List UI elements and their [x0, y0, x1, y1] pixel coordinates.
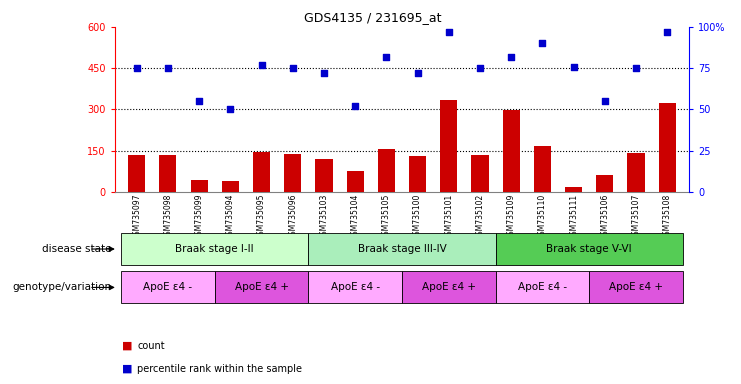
Text: ApoE ε4 +: ApoE ε4 + [422, 282, 476, 293]
Text: disease state: disease state [41, 244, 111, 254]
FancyBboxPatch shape [496, 271, 589, 303]
FancyBboxPatch shape [121, 233, 308, 265]
Point [193, 98, 205, 104]
Text: count: count [137, 341, 165, 351]
Point [662, 29, 674, 35]
Text: ■: ■ [122, 341, 133, 351]
FancyBboxPatch shape [215, 271, 308, 303]
Bar [597, 175, 614, 192]
Point [287, 65, 299, 71]
Bar [190, 180, 207, 192]
Text: Braak stage V-VI: Braak stage V-VI [546, 244, 632, 254]
Point [568, 63, 579, 70]
Point [630, 65, 642, 71]
Text: ApoE ε4 -: ApoE ε4 - [518, 282, 567, 293]
Text: ApoE ε4 +: ApoE ε4 + [235, 282, 288, 293]
Text: Braak stage I-II: Braak stage I-II [176, 244, 254, 254]
Bar [253, 152, 270, 192]
Point [474, 65, 486, 71]
Bar [565, 187, 582, 192]
Point [380, 53, 392, 60]
Bar [628, 154, 645, 192]
Point [536, 40, 548, 46]
Bar [502, 110, 520, 192]
Point [412, 70, 424, 76]
Bar [222, 181, 239, 192]
Bar [659, 103, 676, 192]
Text: ApoE ε4 +: ApoE ε4 + [609, 282, 663, 293]
Bar [471, 156, 488, 192]
Bar [440, 100, 457, 192]
Bar [378, 149, 395, 192]
Point [443, 29, 455, 35]
Text: percentile rank within the sample: percentile rank within the sample [137, 364, 302, 374]
Bar [409, 156, 426, 192]
Point [162, 65, 174, 71]
FancyBboxPatch shape [121, 271, 215, 303]
FancyBboxPatch shape [589, 271, 683, 303]
Point [130, 65, 142, 71]
Bar [284, 154, 302, 192]
Text: ApoE ε4 -: ApoE ε4 - [143, 282, 193, 293]
Text: genotype/variation: genotype/variation [12, 282, 111, 293]
Point [225, 106, 236, 113]
Text: ApoE ε4 -: ApoE ε4 - [330, 282, 379, 293]
Point [505, 53, 517, 60]
Bar [534, 146, 551, 192]
FancyBboxPatch shape [308, 271, 402, 303]
Point [599, 98, 611, 104]
FancyBboxPatch shape [308, 233, 496, 265]
Text: GDS4135 / 231695_at: GDS4135 / 231695_at [304, 12, 441, 25]
Point [349, 103, 361, 109]
Point [256, 62, 268, 68]
Bar [159, 155, 176, 192]
Text: ■: ■ [122, 364, 133, 374]
Point [318, 70, 330, 76]
FancyBboxPatch shape [496, 233, 683, 265]
Text: Braak stage III-IV: Braak stage III-IV [358, 244, 446, 254]
Bar [128, 155, 145, 192]
Bar [316, 159, 333, 192]
Bar [347, 171, 364, 192]
FancyBboxPatch shape [402, 271, 496, 303]
